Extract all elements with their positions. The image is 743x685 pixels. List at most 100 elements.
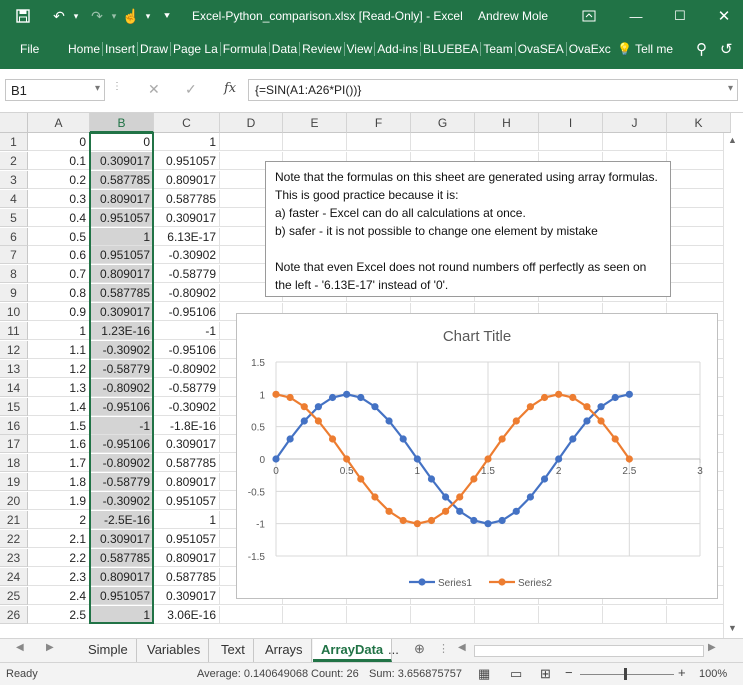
zoom-out-icon[interactable]: − [565, 665, 573, 680]
cell-b16[interactable]: -1 [90, 416, 154, 435]
column-header-k[interactable]: K [667, 113, 731, 133]
cell-b3[interactable]: 0.587785 [90, 170, 154, 189]
row-header[interactable]: 11 [0, 322, 28, 340]
column-header-b[interactable]: B [90, 113, 154, 133]
cell-a2[interactable]: 0.1 [28, 151, 90, 170]
cell-a22[interactable]: 2.1 [28, 529, 90, 548]
zoom-slider-thumb[interactable] [624, 668, 627, 680]
customize-toolbar-icon[interactable]: ⯆ [163, 10, 171, 22]
cell-c11[interactable]: -1 [154, 322, 220, 340]
row-header[interactable]: 24 [0, 567, 28, 586]
column-header-i[interactable]: I [539, 113, 603, 133]
cell-b26[interactable]: 1 [90, 605, 154, 624]
cell-b2[interactable]: 0.309017 [90, 151, 154, 170]
row-header[interactable]: 9 [0, 284, 28, 303]
cell-c1[interactable]: 1 [154, 133, 220, 151]
cell-c16[interactable]: -1.8E-16 [154, 416, 220, 435]
cell-c26[interactable]: 3.06E-16 [154, 605, 220, 624]
cell-b14[interactable]: -0.80902 [90, 378, 154, 397]
ribbon-tab-formula[interactable]: Formula [221, 42, 270, 56]
column-header-j[interactable]: J [603, 113, 667, 133]
ribbon-tab-add-ins[interactable]: Add-ins [375, 42, 421, 56]
name-box[interactable]: B1 ▾ [5, 79, 105, 101]
cell-a21[interactable]: 2 [28, 511, 90, 529]
empty-cell[interactable] [347, 133, 411, 151]
empty-cell[interactable] [347, 605, 411, 624]
ribbon-tab-ovasea[interactable]: OvaSEA [516, 42, 567, 56]
cancel-entry-icon[interactable]: ✕ [148, 81, 160, 97]
cell-c8[interactable]: -0.58779 [154, 265, 220, 284]
empty-cell[interactable] [667, 284, 731, 303]
cell-b24[interactable]: 0.809017 [90, 567, 154, 586]
empty-cell[interactable] [539, 133, 603, 151]
ribbon-tab-ovaexc[interactable]: OvaExc [568, 42, 611, 56]
sheet-tab-variables[interactable]: Variables [139, 639, 210, 662]
empty-cell[interactable] [475, 133, 539, 151]
empty-cell[interactable] [220, 151, 283, 170]
ribbon-tab-page-la[interactable]: Page La [171, 42, 221, 56]
expand-formula-bar-icon[interactable]: ▾ [727, 83, 733, 94]
cell-a15[interactable]: 1.4 [28, 397, 90, 416]
row-header[interactable]: 10 [0, 303, 28, 322]
empty-cell[interactable] [283, 133, 347, 151]
empty-cell[interactable] [667, 170, 731, 189]
touch-mode-icon[interactable]: ☝ [122, 7, 140, 24]
select-all-corner[interactable] [0, 113, 28, 133]
cell-a1[interactable]: 0 [28, 133, 90, 151]
redo-dropdown-icon[interactable]: ▾ [111, 10, 117, 21]
insert-function-icon[interactable]: fx [224, 81, 237, 96]
row-header[interactable]: 17 [0, 435, 28, 454]
cell-a20[interactable]: 1.9 [28, 492, 90, 511]
cell-b9[interactable]: 0.587785 [90, 284, 154, 303]
cell-c5[interactable]: 0.309017 [154, 208, 220, 227]
row-header[interactable]: 13 [0, 359, 28, 378]
cell-b23[interactable]: 0.587785 [90, 548, 154, 567]
ribbon-tab-draw[interactable]: Draw [138, 42, 172, 56]
row-header[interactable]: 15 [0, 397, 28, 416]
empty-cell[interactable] [667, 151, 731, 170]
empty-cell[interactable] [603, 133, 667, 151]
undo-icon[interactable]: ↶ [53, 7, 65, 24]
row-header[interactable]: 6 [0, 227, 28, 246]
hscroll-right-icon[interactable]: ▶ [708, 642, 716, 653]
cell-c24[interactable]: 0.587785 [154, 567, 220, 586]
column-header-c[interactable]: C [154, 113, 220, 133]
cell-a17[interactable]: 1.6 [28, 435, 90, 454]
normal-view-icon[interactable]: ▦ [478, 666, 491, 681]
empty-cell[interactable] [411, 133, 475, 151]
ribbon-tab-data[interactable]: Data [270, 42, 301, 56]
row-header[interactable]: 5 [0, 208, 28, 227]
ribbon-tab-insert[interactable]: Insert [103, 42, 139, 56]
cell-b1[interactable]: 0 [90, 133, 154, 151]
row-header[interactable]: 20 [0, 492, 28, 511]
zoom-slider[interactable] [580, 674, 674, 675]
cell-b7[interactable]: 0.951057 [90, 246, 154, 265]
cell-b13[interactable]: -0.58779 [90, 359, 154, 378]
cell-a5[interactable]: 0.4 [28, 208, 90, 227]
ribbon-tab-view[interactable]: View [345, 42, 376, 56]
user-name[interactable]: Andrew Mole [478, 9, 549, 23]
cell-b10[interactable]: 0.309017 [90, 303, 154, 322]
close-icon[interactable]: ✕ [717, 8, 731, 25]
minimize-icon[interactable]: — [629, 8, 643, 24]
cell-a24[interactable]: 2.3 [28, 567, 90, 586]
cell-a4[interactable]: 0.3 [28, 189, 90, 208]
row-header[interactable]: 14 [0, 378, 28, 397]
cell-b15[interactable]: -0.95106 [90, 397, 154, 416]
cell-c22[interactable]: 0.951057 [154, 529, 220, 548]
ribbon-tab-bluebea[interactable]: BLUEBEA [421, 42, 482, 56]
hscroll-left-icon[interactable]: ◀ [458, 642, 466, 653]
note-text-box[interactable]: Note that the formulas on this sheet are… [265, 161, 671, 297]
column-header-a[interactable]: A [28, 113, 90, 133]
undo-dropdown-icon[interactable]: ▾ [73, 10, 79, 21]
row-header[interactable]: 8 [0, 265, 28, 284]
column-header-e[interactable]: E [283, 113, 347, 133]
cell-c18[interactable]: 0.587785 [154, 454, 220, 473]
tell-me-box[interactable]: 💡 Tell me [617, 42, 673, 56]
cell-a26[interactable]: 2.5 [28, 605, 90, 624]
empty-cell[interactable] [667, 246, 731, 265]
cell-c19[interactable]: 0.809017 [154, 473, 220, 492]
cell-a16[interactable]: 1.5 [28, 416, 90, 435]
row-header[interactable]: 18 [0, 454, 28, 473]
cell-c4[interactable]: 0.587785 [154, 189, 220, 208]
